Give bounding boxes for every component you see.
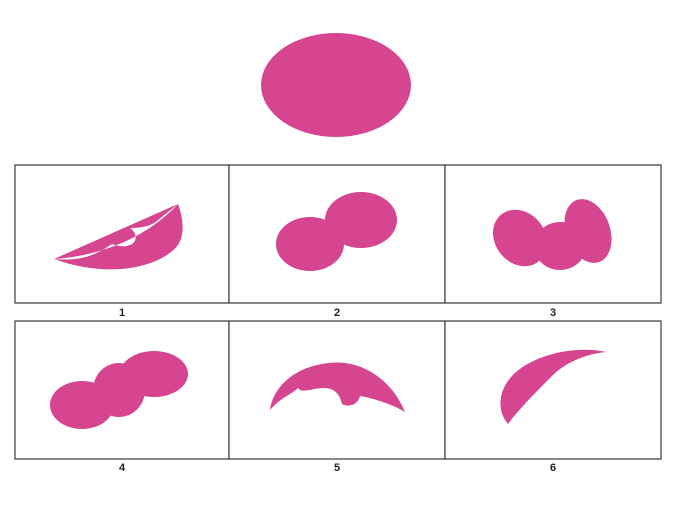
option-panel-1[interactable]: 1 [14, 164, 230, 319]
option-label-2: 2 [334, 307, 340, 319]
option-shape-3 [492, 199, 612, 270]
option-shape-2 [276, 192, 397, 271]
option-shape-4 [50, 351, 188, 429]
option-label-5: 5 [334, 462, 340, 474]
option-panel-5[interactable]: 5 [228, 320, 446, 474]
option-label-1: 1 [119, 307, 125, 319]
option-shape-1 [54, 204, 183, 270]
option-label-6: 6 [550, 462, 556, 474]
target-ellipse [261, 33, 411, 137]
option-label-3: 3 [550, 307, 556, 319]
option-panel-2[interactable]: 2 [228, 164, 446, 319]
option-panel-3[interactable]: 3 [444, 164, 662, 319]
option-panel-6[interactable]: 6 [444, 320, 662, 474]
option-label-4: 4 [119, 462, 126, 474]
option-shape-5 [270, 362, 405, 412]
option-shape-6 [500, 349, 606, 424]
option-panel-4[interactable]: 4 [14, 320, 230, 474]
